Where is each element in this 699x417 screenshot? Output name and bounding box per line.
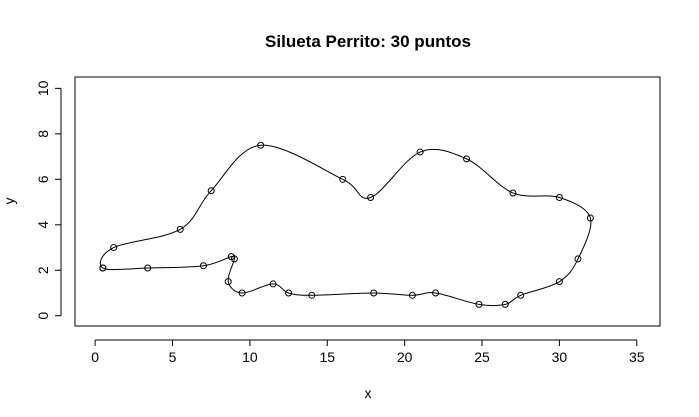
data-point	[176, 225, 184, 233]
data-points	[99, 141, 594, 308]
data-point	[238, 289, 246, 297]
data-point	[555, 194, 563, 202]
data-point	[339, 175, 347, 183]
data-point	[517, 291, 525, 299]
y-axis: 0 2 4 6 8 10	[35, 80, 62, 320]
x-tick-label: 5	[169, 349, 177, 365]
y-tick-label: 6	[35, 175, 51, 183]
y-tick-label: 2	[35, 266, 51, 274]
y-tick-label: 8	[35, 130, 51, 138]
data-point	[501, 300, 509, 308]
data-point	[509, 189, 517, 197]
x-tick-label: 10	[242, 349, 258, 365]
y-tick-label: 0	[35, 312, 51, 320]
y-tick-label: 4	[35, 221, 51, 229]
data-point	[574, 255, 582, 263]
data-point	[308, 291, 316, 299]
data-point	[432, 289, 440, 297]
data-point	[207, 187, 215, 195]
data-point	[224, 278, 232, 286]
data-point	[416, 148, 424, 156]
data-point	[367, 194, 375, 202]
y-tick-label: 10	[35, 80, 51, 96]
data-point	[463, 155, 471, 163]
plot-frame	[74, 76, 661, 327]
data-point	[475, 300, 483, 308]
x-tick-label: 25	[474, 349, 490, 365]
x-axis: 0 5 10 15 20 25 30 35	[91, 339, 645, 365]
data-point	[99, 264, 107, 272]
data-point	[586, 214, 594, 222]
y-axis-label: y	[1, 198, 17, 205]
data-point	[269, 280, 277, 288]
x-tick-label: 20	[397, 349, 413, 365]
data-point	[144, 264, 152, 272]
data-point	[285, 289, 293, 297]
data-point	[257, 141, 265, 149]
chart-title: Silueta Perrito: 30 puntos	[265, 32, 471, 51]
x-tick-label: 0	[91, 349, 99, 365]
spline-curve	[99, 144, 592, 307]
x-tick-label: 15	[319, 349, 335, 365]
data-point	[555, 278, 563, 286]
data-point	[370, 289, 378, 297]
x-tick-label: 30	[552, 349, 568, 365]
data-point	[408, 291, 416, 299]
data-point	[110, 244, 118, 252]
x-tick-label: 35	[629, 349, 645, 365]
data-point	[199, 262, 207, 270]
x-axis-label: x	[365, 385, 372, 401]
data-point	[227, 253, 235, 261]
